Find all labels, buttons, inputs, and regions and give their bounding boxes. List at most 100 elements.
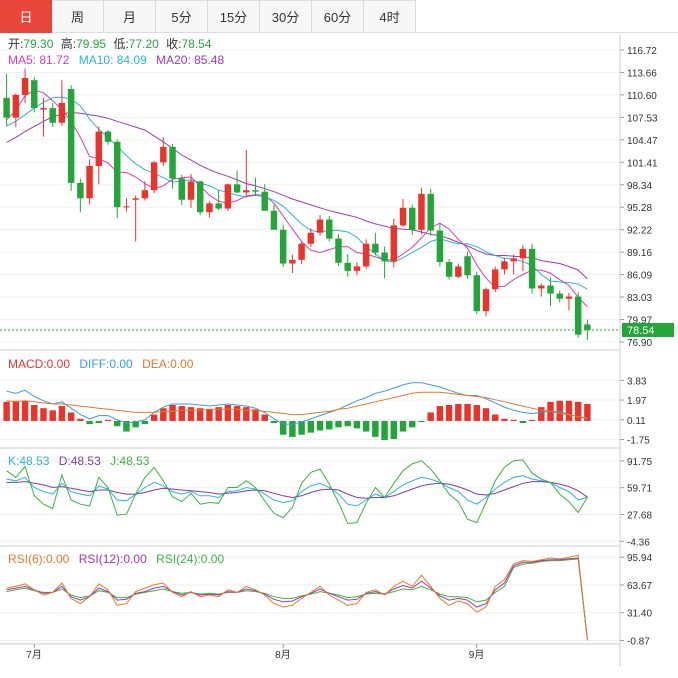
candle-body xyxy=(279,229,287,264)
price-axis-tick-label: 110.60 xyxy=(627,91,657,102)
tab-30min[interactable]: 30分 xyxy=(260,0,312,33)
candle-body xyxy=(491,269,499,290)
macd-bar xyxy=(436,406,444,421)
tab-15min[interactable]: 15分 xyxy=(208,0,260,33)
macd-bar xyxy=(224,405,232,421)
tab-5min[interactable]: 5分 xyxy=(156,0,208,33)
last-price-value: 78.54 xyxy=(627,325,655,337)
candle-body xyxy=(289,259,296,264)
price-axis-tick-label: 104.47 xyxy=(627,136,658,147)
macd-bar xyxy=(196,408,204,421)
kdj-legend-k: K:48.53 xyxy=(8,454,50,468)
macd-bar xyxy=(307,420,315,433)
macd-bar xyxy=(409,420,416,428)
macd-bar xyxy=(298,420,305,435)
candle-body xyxy=(132,198,139,200)
candle-body xyxy=(482,289,490,312)
macd-bar xyxy=(528,419,536,421)
macd-bar xyxy=(49,410,56,421)
candle-body xyxy=(224,184,232,209)
x-axis-tick-label: 8月 xyxy=(275,649,291,661)
ohlc-legend: 开:79.30 高:79.95 低:77.20 收:78.54 xyxy=(8,36,212,51)
kdj-axis-tick-label: 27.68 xyxy=(627,510,652,521)
macd-bar xyxy=(353,420,361,429)
candle-body xyxy=(21,78,29,95)
rsi-legend-rsi6: RSI(6):0.00 xyxy=(8,552,70,566)
price-axis-tick-label: 113.66 xyxy=(627,68,657,79)
macd-bar xyxy=(261,414,268,421)
candle-body xyxy=(12,94,20,118)
ma5-line xyxy=(6,89,588,308)
macd-bar xyxy=(482,408,490,421)
ma-legend: MA5: 81.72 MA10: 84.09 MA20: 85.48 xyxy=(8,53,224,67)
candle-body xyxy=(141,190,149,199)
candle-body xyxy=(427,193,434,231)
candle-body xyxy=(252,190,259,192)
j-line xyxy=(6,459,588,524)
candle-body xyxy=(95,131,103,167)
candle-body xyxy=(344,262,351,271)
rsi-legend-rsi24: RSI(24):0.00 xyxy=(156,552,224,566)
candle-body xyxy=(160,146,167,163)
macd-bar xyxy=(21,400,29,421)
tab-day[interactable]: 日 xyxy=(0,0,52,33)
price-axis-tick-label: 107.53 xyxy=(627,113,658,124)
macd-bar xyxy=(427,412,434,421)
macd-bar xyxy=(372,420,379,437)
macd-bar xyxy=(362,420,370,432)
high-value: 79.95 xyxy=(76,37,106,51)
candles xyxy=(3,68,591,340)
price-axis-tick-label: 83.03 xyxy=(627,293,652,304)
ma5-line-layer xyxy=(6,89,588,308)
tab-60min[interactable]: 60分 xyxy=(312,0,364,33)
candle-body xyxy=(519,248,527,259)
macd-bar xyxy=(187,407,195,421)
period-tab-bar: 日 周 月 5分 15分 30分 60分 4时 xyxy=(0,0,678,34)
macd-axis-tick-label: -1.75 xyxy=(627,436,650,447)
price-axis-tick-label: 92.22 xyxy=(627,226,652,237)
tab-week[interactable]: 周 xyxy=(52,0,104,33)
macd-grid: 3.83 1.97 0.11 -1.75 xyxy=(0,376,650,447)
price-axis-tick-label: 95.28 xyxy=(627,203,652,214)
candle-body xyxy=(49,108,56,123)
candle-body xyxy=(390,225,398,262)
macd-bar xyxy=(3,401,10,421)
macd-bar xyxy=(169,405,176,421)
macd-bar xyxy=(510,419,517,421)
close-label: 收: xyxy=(166,37,181,51)
macd-bar xyxy=(344,420,351,427)
macd-bar xyxy=(584,403,591,421)
macd-bar xyxy=(501,418,508,421)
macd-axis-tick-label: 1.97 xyxy=(627,396,647,407)
candle-body xyxy=(316,219,324,233)
candle-body xyxy=(215,203,222,209)
price-axis-tick-label: 76.90 xyxy=(627,338,652,349)
kdj-panel: 91.75 59.71 27.68 -4.36 K:48.53 D:48.53 J:4… xyxy=(0,454,652,548)
candle-body xyxy=(243,190,250,193)
open-label: 开: xyxy=(8,37,23,51)
candle-body xyxy=(3,97,10,118)
macd-bar xyxy=(77,418,84,421)
rsi-axis-tick-label: -0.87 xyxy=(627,636,650,647)
close-value: 78.54 xyxy=(182,37,212,51)
kline-chart[interactable]: 116.72 113.66 110.60 107.53 104.47 101.41 98.3… xyxy=(0,34,678,678)
candle-body xyxy=(565,296,573,299)
macd-lines xyxy=(6,382,588,425)
candle-body xyxy=(261,191,268,211)
candle-body xyxy=(123,206,130,208)
candle-body xyxy=(178,178,185,200)
candle-body xyxy=(445,262,453,277)
macd-bar xyxy=(574,401,582,421)
candle-body xyxy=(418,193,425,230)
candle-body xyxy=(67,89,75,183)
candle-body xyxy=(436,230,444,263)
x-axis-tick-label: 7月 xyxy=(26,649,42,661)
macd-bar xyxy=(58,406,66,421)
candle-body xyxy=(298,243,305,260)
price-axis-tick-label: 116.72 xyxy=(627,46,657,57)
macd-bar xyxy=(141,420,149,425)
candle-body xyxy=(307,232,315,244)
candle-body xyxy=(187,181,195,200)
tab-4hour[interactable]: 4时 xyxy=(364,0,416,33)
tab-month[interactable]: 月 xyxy=(104,0,156,33)
